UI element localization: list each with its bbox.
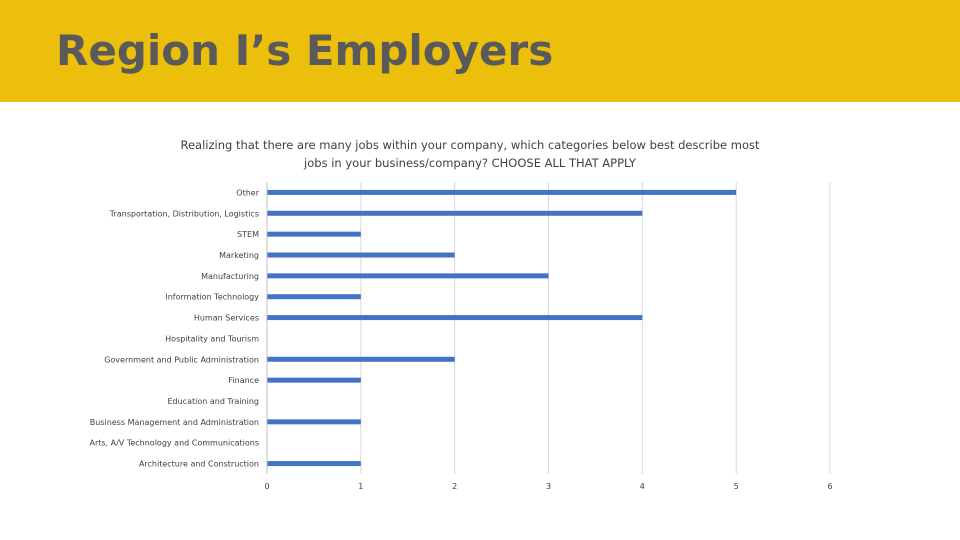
x-tick-label: 5 <box>734 482 739 491</box>
slide-title: Region I’s Employers <box>56 26 554 75</box>
category-label: Information Technology <box>165 293 259 302</box>
category-label: Other <box>236 188 259 197</box>
category-label: Manufacturing <box>201 272 259 281</box>
bar-3 <box>267 252 455 258</box>
bar-5 <box>267 294 361 300</box>
category-label: Marketing <box>219 251 259 260</box>
x-tick-label: 0 <box>264 482 269 491</box>
x-tick-label: 2 <box>452 482 457 491</box>
bar-4 <box>267 273 549 279</box>
category-label: Finance <box>228 376 259 385</box>
category-label: Government and Public Administration <box>104 355 259 364</box>
bar-2 <box>267 231 361 237</box>
category-label: Transportation, Distribution, Logistics <box>109 209 259 218</box>
chart-title: Realizing that there are many jobs withi… <box>180 138 760 170</box>
bar-0 <box>267 189 737 195</box>
category-label: Human Services <box>194 314 259 323</box>
bar-8 <box>267 356 455 362</box>
category-label: Architecture and Construction <box>139 460 259 469</box>
x-tick-label: 6 <box>827 482 832 491</box>
category-label: Education and Training <box>167 397 259 406</box>
x-tick-label: 1 <box>358 482 363 491</box>
category-label: Arts, A/V Technology and Communications <box>89 439 259 448</box>
bar-6 <box>267 315 643 321</box>
x-tick-label: 3 <box>546 482 551 491</box>
title-banner <box>0 0 960 102</box>
x-tick-label: 4 <box>640 482 645 491</box>
bar-11 <box>267 419 361 425</box>
category-label: Hospitality and Tourism <box>165 334 259 343</box>
category-label: Business Management and Administration <box>90 418 259 427</box>
bar-13 <box>267 461 361 467</box>
bar-9 <box>267 377 361 383</box>
category-label: STEM <box>237 230 259 239</box>
bar-1 <box>267 210 643 216</box>
